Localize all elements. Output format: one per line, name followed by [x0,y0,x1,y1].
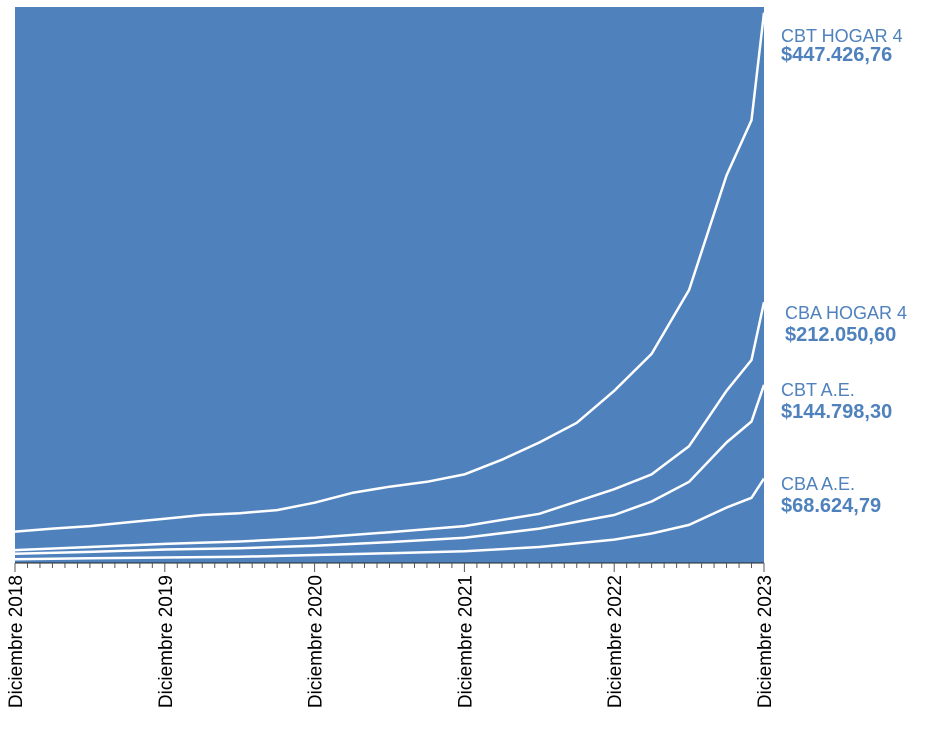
series-value-label: $212.050,60 [785,324,897,346]
series-name-label: CBT HOGAR 4 [781,26,903,46]
series-value-label: $68.624,79 [781,495,882,517]
x-tick-label: Diciembre 2018 [6,575,27,708]
plot-area [15,7,764,563]
series-value-label: $447.426,76 [781,44,893,66]
series-name-label: CBA A.E. [781,474,856,494]
x-axis-ticks [14,563,765,572]
series-name-label: CBT A.E. [781,380,855,400]
x-tick-label: Diciembre 2019 [156,575,177,708]
x-tick-label: Diciembre 2021 [455,575,476,708]
x-tick-label: Diciembre 2022 [605,575,626,708]
x-tick-label: Diciembre 2020 [306,575,327,708]
series-value-label: $144.798,30 [781,401,893,423]
series-line-0 [14,12,766,533]
series-line-1 [14,301,766,552]
x-tick-label: Diciembre 2023 [755,575,776,708]
x-tick-labels: Diciembre 2018 Diciembre 2019 Diciembre 20… [6,575,776,708]
series-name-label: CBA HOGAR 4 [785,303,908,323]
series-line-2 [14,384,766,556]
series-line-3 [14,477,766,561]
series-lines [14,12,766,561]
